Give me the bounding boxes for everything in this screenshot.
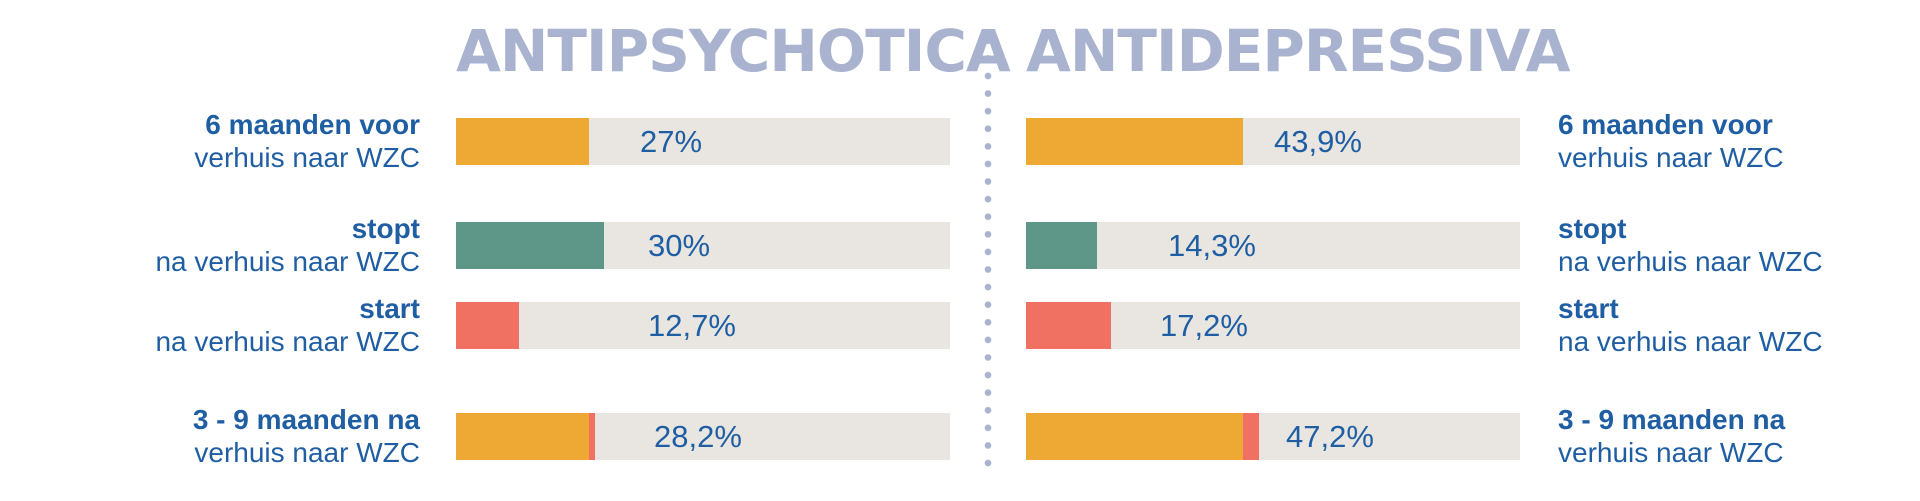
data-label: 43,9%: [1274, 124, 1362, 159]
row-label-bold: 6 maanden voor: [1558, 109, 1773, 140]
row-label: stopt na verhuis naar WZC: [20, 212, 420, 278]
panel-title: ANTIDEPRESSIVA: [1026, 17, 1570, 85]
row-label-rest: verhuis naar WZC: [194, 142, 420, 173]
row-label-bold: start: [1558, 293, 1619, 324]
bar-track: [1026, 222, 1520, 269]
bar-track: [456, 302, 950, 349]
data-label: 30%: [648, 228, 711, 263]
data-label: 28,2%: [654, 419, 742, 454]
bar-track: [1026, 413, 1520, 460]
bar-segment: [456, 222, 605, 269]
row-label-rest: na verhuis naar WZC: [1558, 246, 1823, 277]
row-label-bold: 6 maanden voor: [205, 109, 420, 140]
row-label-bold: start: [359, 293, 420, 324]
bar-segment: [1242, 413, 1260, 460]
bar-segment: [456, 302, 519, 349]
bar-segment: [1026, 118, 1243, 165]
data-label: 27%: [640, 124, 703, 159]
bar-track: [1026, 118, 1520, 165]
bar-segment: [456, 118, 590, 165]
row-label-bold: 3 - 9 maanden na: [192, 404, 420, 435]
row-label-rest: verhuis naar WZC: [1558, 142, 1784, 173]
row-label-rest: verhuis naar WZC: [194, 437, 420, 468]
row-label: stopt na verhuis naar WZC: [1558, 212, 1920, 278]
row-label: 3 - 9 maanden na verhuis naar WZC: [1558, 403, 1920, 469]
data-label: 47,2%: [1286, 419, 1374, 454]
bar-segment: [456, 413, 590, 460]
row-label: 6 maanden voor verhuis naar WZC: [20, 108, 420, 174]
row-label-bold: 3 - 9 maanden na: [1558, 404, 1786, 435]
bar-segment: [1026, 302, 1111, 349]
row-label: 6 maanden voor verhuis naar WZC: [1558, 108, 1920, 174]
bar-track: [456, 222, 950, 269]
row-label: start na verhuis naar WZC: [20, 292, 420, 358]
panel-divider: [984, 32, 992, 472]
bar-track: [1026, 302, 1520, 349]
bar-track: [456, 413, 950, 460]
bar-track: [456, 118, 950, 165]
row-label-rest: verhuis naar WZC: [1558, 437, 1784, 468]
row-label-bold: stopt: [1558, 213, 1627, 244]
bar-segment: [589, 413, 596, 460]
bar-segment: [1026, 413, 1243, 460]
row-label: start na verhuis naar WZC: [1558, 292, 1920, 358]
row-label-rest: na verhuis naar WZC: [155, 326, 420, 357]
row-label-bold: stopt: [351, 213, 420, 244]
bar-segment: [1026, 222, 1097, 269]
data-label: 12,7%: [648, 308, 736, 343]
row-label-rest: na verhuis naar WZC: [155, 246, 420, 277]
data-label: 17,2%: [1160, 308, 1248, 343]
row-label: 3 - 9 maanden na verhuis naar WZC: [20, 403, 420, 469]
panel-title: ANTIPSYCHOTICA: [456, 17, 1011, 85]
data-label: 14,3%: [1168, 228, 1256, 263]
row-label-rest: na verhuis naar WZC: [1558, 326, 1823, 357]
